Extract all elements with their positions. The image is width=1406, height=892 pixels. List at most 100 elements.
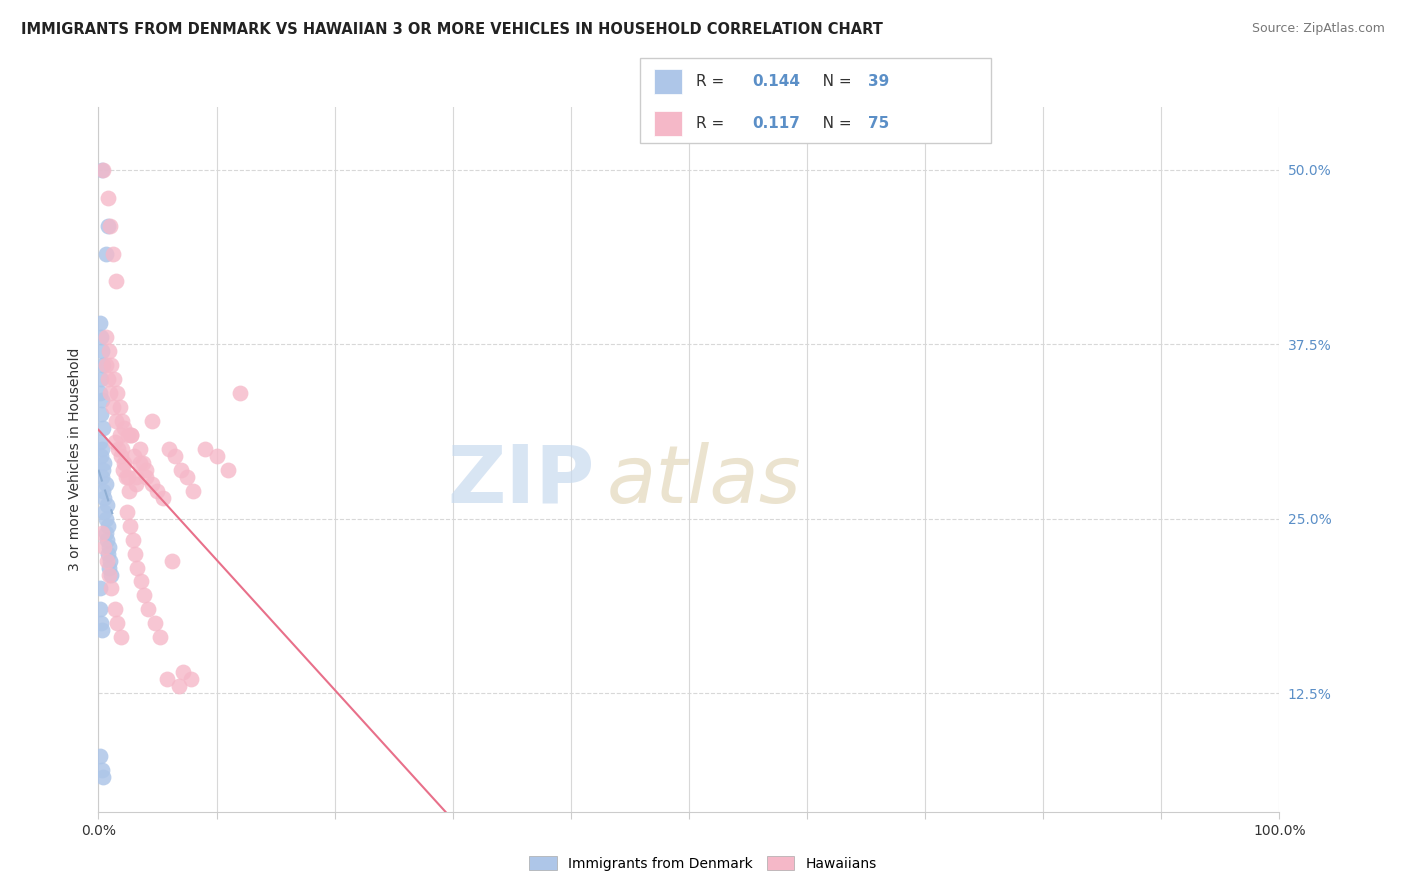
Point <box>98 553 121 567</box>
Point <box>94 246 117 260</box>
Point <box>91 483 114 498</box>
Point <box>149 630 172 644</box>
Point <box>97 518 120 533</box>
Y-axis label: 3 or more Vehicles in Household: 3 or more Vehicles in Household <box>69 348 83 571</box>
Point <box>103 372 125 386</box>
Point <box>111 442 134 456</box>
Text: IMMIGRANTS FROM DENMARK VS HAWAIIAN 3 OR MORE VEHICLES IN HOUSEHOLD CORRELATION : IMMIGRANTS FROM DENMARK VS HAWAIIAN 3 OR… <box>21 22 883 37</box>
Text: 75: 75 <box>868 116 889 130</box>
Point <box>90 407 112 421</box>
Point <box>96 533 118 547</box>
Text: atlas: atlas <box>606 442 801 519</box>
Point <box>89 582 111 596</box>
Point <box>91 770 114 784</box>
Point <box>122 449 145 463</box>
Point <box>91 624 114 638</box>
Point <box>165 449 187 463</box>
Point <box>91 525 114 540</box>
Point <box>105 386 128 401</box>
Text: ZIP: ZIP <box>447 442 595 519</box>
Point <box>125 470 148 484</box>
Point <box>105 616 128 631</box>
Text: Source: ZipAtlas.com: Source: ZipAtlas.com <box>1251 22 1385 36</box>
Point <box>136 602 159 616</box>
Point <box>89 434 111 449</box>
Point <box>114 470 136 484</box>
Point <box>128 442 150 456</box>
Point <box>91 470 114 484</box>
Point <box>108 400 131 414</box>
Point <box>91 358 114 372</box>
Point <box>118 483 141 498</box>
Point <box>229 386 252 401</box>
Text: R =: R = <box>696 116 734 130</box>
Point <box>105 414 128 428</box>
Point <box>108 428 131 442</box>
Text: 39: 39 <box>868 74 889 88</box>
Point <box>172 665 194 680</box>
Point <box>89 748 111 763</box>
Point <box>91 463 114 477</box>
Text: 0.144: 0.144 <box>752 74 800 88</box>
Point <box>160 553 183 567</box>
Point <box>120 518 142 533</box>
Point <box>135 470 157 484</box>
Point <box>98 540 121 554</box>
Point <box>94 358 117 372</box>
Point <box>129 574 152 589</box>
Point <box>91 162 114 177</box>
Text: R =: R = <box>696 74 730 88</box>
Point <box>104 434 127 449</box>
Point <box>97 219 120 233</box>
Point <box>170 463 193 477</box>
Point <box>89 602 111 616</box>
Point <box>98 219 121 233</box>
Text: 0.117: 0.117 <box>752 116 800 130</box>
Point <box>91 421 114 435</box>
Point <box>128 456 150 470</box>
Point <box>89 316 111 330</box>
Point <box>90 330 112 344</box>
Point <box>112 421 135 435</box>
Point <box>98 386 121 401</box>
Point <box>121 428 143 442</box>
Point <box>96 498 118 512</box>
Point <box>121 533 143 547</box>
Point <box>104 602 127 616</box>
Point <box>181 483 204 498</box>
Point <box>93 456 115 470</box>
Point <box>194 442 217 456</box>
Point <box>107 442 129 456</box>
Point <box>121 428 143 442</box>
Point <box>91 344 114 359</box>
Point <box>93 540 115 554</box>
Point <box>90 449 112 463</box>
Point <box>143 616 166 631</box>
Point <box>152 491 174 505</box>
Point <box>134 589 156 603</box>
Point <box>89 386 111 401</box>
Point <box>94 511 117 525</box>
Point <box>176 470 198 484</box>
Point <box>132 456 155 470</box>
Point <box>94 476 117 491</box>
Point <box>141 414 163 428</box>
Point <box>112 456 135 470</box>
Point <box>91 393 114 408</box>
Point <box>100 567 122 582</box>
Point <box>101 246 124 260</box>
Point <box>110 630 132 644</box>
Point <box>141 476 163 491</box>
Point <box>98 560 121 574</box>
Point <box>157 442 180 456</box>
Point <box>91 442 114 456</box>
Point <box>91 763 114 777</box>
Point <box>98 567 121 582</box>
Legend: Immigrants from Denmark, Hawaiians: Immigrants from Denmark, Hawaiians <box>523 850 883 876</box>
Point <box>101 400 124 414</box>
Point <box>156 672 179 686</box>
Point <box>96 553 118 567</box>
Point <box>115 505 138 519</box>
Point <box>125 476 148 491</box>
Point <box>112 463 135 477</box>
